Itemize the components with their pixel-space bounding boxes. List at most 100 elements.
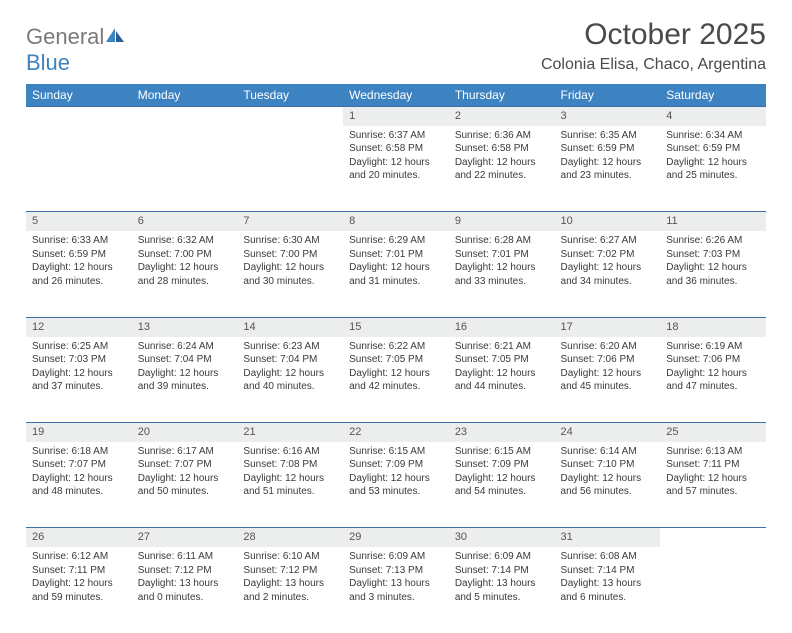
sunset-line: Sunset: 7:00 PM [243, 248, 337, 262]
day-number-cell [132, 107, 238, 126]
sunset-line: Sunset: 7:04 PM [243, 353, 337, 367]
sunrise-line: Sunrise: 6:20 AM [561, 340, 655, 354]
day-number-cell: 9 [449, 212, 555, 231]
sunrise-line: Sunrise: 6:28 AM [455, 234, 549, 248]
sunset-line: Sunset: 7:08 PM [243, 458, 337, 472]
title-block: October 2025 Colonia Elisa, Chaco, Argen… [541, 18, 766, 74]
day-number-cell: 4 [660, 107, 766, 126]
day-detail-cell: Sunrise: 6:36 AMSunset: 6:58 PMDaylight:… [449, 126, 555, 212]
day-number-cell: 25 [660, 423, 766, 442]
day-detail-cell [237, 126, 343, 212]
sunrise-line: Sunrise: 6:13 AM [666, 445, 760, 459]
weekday-header: Sunday [26, 84, 132, 107]
day-number-cell [237, 107, 343, 126]
day-detail-cell: Sunrise: 6:29 AMSunset: 7:01 PMDaylight:… [343, 231, 449, 317]
sunrise-line: Sunrise: 6:12 AM [32, 550, 126, 564]
day-detail-cell: Sunrise: 6:15 AMSunset: 7:09 PMDaylight:… [343, 442, 449, 528]
day-detail-cell: Sunrise: 6:09 AMSunset: 7:14 PMDaylight:… [449, 547, 555, 633]
sunrise-line: Sunrise: 6:30 AM [243, 234, 337, 248]
daylight-line: Daylight: 13 hours and 2 minutes. [243, 577, 337, 604]
day-detail-cell: Sunrise: 6:26 AMSunset: 7:03 PMDaylight:… [660, 231, 766, 317]
sunrise-line: Sunrise: 6:08 AM [561, 550, 655, 564]
logo: General Blue [26, 18, 126, 76]
day-detail-cell: Sunrise: 6:21 AMSunset: 7:05 PMDaylight:… [449, 337, 555, 423]
sunset-line: Sunset: 6:58 PM [349, 142, 443, 156]
day-detail-cell: Sunrise: 6:12 AMSunset: 7:11 PMDaylight:… [26, 547, 132, 633]
day-number-row: 262728293031 [26, 528, 766, 547]
day-detail-cell: Sunrise: 6:18 AMSunset: 7:07 PMDaylight:… [26, 442, 132, 528]
daylight-line: Daylight: 13 hours and 5 minutes. [455, 577, 549, 604]
daylight-line: Daylight: 12 hours and 53 minutes. [349, 472, 443, 499]
daylight-line: Daylight: 12 hours and 22 minutes. [455, 156, 549, 183]
sunrise-line: Sunrise: 6:11 AM [138, 550, 232, 564]
daylight-line: Daylight: 13 hours and 0 minutes. [138, 577, 232, 604]
daylight-line: Daylight: 12 hours and 25 minutes. [666, 156, 760, 183]
day-detail-cell: Sunrise: 6:17 AMSunset: 7:07 PMDaylight:… [132, 442, 238, 528]
daylight-line: Daylight: 12 hours and 51 minutes. [243, 472, 337, 499]
day-detail-cell: Sunrise: 6:23 AMSunset: 7:04 PMDaylight:… [237, 337, 343, 423]
sunset-line: Sunset: 6:59 PM [666, 142, 760, 156]
daylight-line: Daylight: 12 hours and 48 minutes. [32, 472, 126, 499]
daylight-line: Daylight: 12 hours and 30 minutes. [243, 261, 337, 288]
day-number-row: 19202122232425 [26, 423, 766, 442]
sunrise-line: Sunrise: 6:18 AM [32, 445, 126, 459]
sunset-line: Sunset: 7:06 PM [666, 353, 760, 367]
day-detail-cell: Sunrise: 6:11 AMSunset: 7:12 PMDaylight:… [132, 547, 238, 633]
daylight-line: Daylight: 12 hours and 36 minutes. [666, 261, 760, 288]
day-detail-cell: Sunrise: 6:20 AMSunset: 7:06 PMDaylight:… [555, 337, 661, 423]
day-number-cell: 11 [660, 212, 766, 231]
sunrise-line: Sunrise: 6:17 AM [138, 445, 232, 459]
day-detail-cell: Sunrise: 6:14 AMSunset: 7:10 PMDaylight:… [555, 442, 661, 528]
calendar-table: SundayMondayTuesdayWednesdayThursdayFrid… [26, 84, 766, 633]
day-detail-cell [132, 126, 238, 212]
sunset-line: Sunset: 6:59 PM [32, 248, 126, 262]
sunset-line: Sunset: 7:04 PM [138, 353, 232, 367]
sunset-line: Sunset: 7:10 PM [561, 458, 655, 472]
day-number-cell: 3 [555, 107, 661, 126]
daylight-line: Daylight: 12 hours and 33 minutes. [455, 261, 549, 288]
day-number-cell: 29 [343, 528, 449, 547]
day-detail-row: Sunrise: 6:37 AMSunset: 6:58 PM Daylight:… [26, 126, 766, 212]
day-number-cell: 8 [343, 212, 449, 231]
day-number-cell: 16 [449, 317, 555, 336]
day-number-cell: 22 [343, 423, 449, 442]
day-detail-cell [660, 547, 766, 633]
day-number-cell: 23 [449, 423, 555, 442]
daylight-line: Daylight: 12 hours and 56 minutes. [561, 472, 655, 499]
day-detail-cell: Sunrise: 6:35 AMSunset: 6:59 PMDaylight:… [555, 126, 661, 212]
location-subtitle: Colonia Elisa, Chaco, Argentina [541, 56, 766, 74]
logo-text-general: General [26, 24, 104, 49]
sunset-line: Sunset: 7:05 PM [455, 353, 549, 367]
weekday-header: Monday [132, 84, 238, 107]
sunrise-line: Sunrise: 6:35 AM [561, 129, 655, 143]
day-number-cell: 12 [26, 317, 132, 336]
day-detail-cell: Sunrise: 6:13 AMSunset: 7:11 PMDaylight:… [660, 442, 766, 528]
day-number-cell: 17 [555, 317, 661, 336]
sunset-line: Sunset: 7:07 PM [138, 458, 232, 472]
day-detail-row: Sunrise: 6:25 AMSunset: 7:03 PMDaylight:… [26, 337, 766, 423]
sunrise-line: Sunrise: 6:19 AM [666, 340, 760, 354]
day-detail-cell: Sunrise: 6:32 AMSunset: 7:00 PMDaylight:… [132, 231, 238, 317]
day-detail-row: Sunrise: 6:18 AMSunset: 7:07 PMDaylight:… [26, 442, 766, 528]
sunrise-line: Sunrise: 6:32 AM [138, 234, 232, 248]
logo-text-blue: Blue [26, 50, 70, 75]
sunset-line: Sunset: 7:11 PM [666, 458, 760, 472]
sunrise-line: Sunrise: 6:37 AM [349, 129, 443, 143]
day-number-cell: 18 [660, 317, 766, 336]
sunset-line: Sunset: 7:12 PM [243, 564, 337, 578]
sunrise-line: Sunrise: 6:22 AM [349, 340, 443, 354]
daylight-line: Daylight: 12 hours and 47 minutes. [666, 367, 760, 394]
day-number-cell: 13 [132, 317, 238, 336]
day-number-cell: 7 [237, 212, 343, 231]
sunset-line: Sunset: 6:59 PM [561, 142, 655, 156]
daylight-line: Daylight: 12 hours and 50 minutes. [138, 472, 232, 499]
weekday-header: Tuesday [237, 84, 343, 107]
day-detail-cell: Sunrise: 6:34 AMSunset: 6:59 PMDaylight:… [660, 126, 766, 212]
sunrise-line: Sunrise: 6:24 AM [138, 340, 232, 354]
sunrise-line: Sunrise: 6:15 AM [349, 445, 443, 459]
day-number-cell: 6 [132, 212, 238, 231]
sunset-line: Sunset: 7:07 PM [32, 458, 126, 472]
day-number-row: 12131415161718 [26, 317, 766, 336]
daylight-line: Daylight: 12 hours and 57 minutes. [666, 472, 760, 499]
day-detail-cell: Sunrise: 6:09 AMSunset: 7:13 PMDaylight:… [343, 547, 449, 633]
